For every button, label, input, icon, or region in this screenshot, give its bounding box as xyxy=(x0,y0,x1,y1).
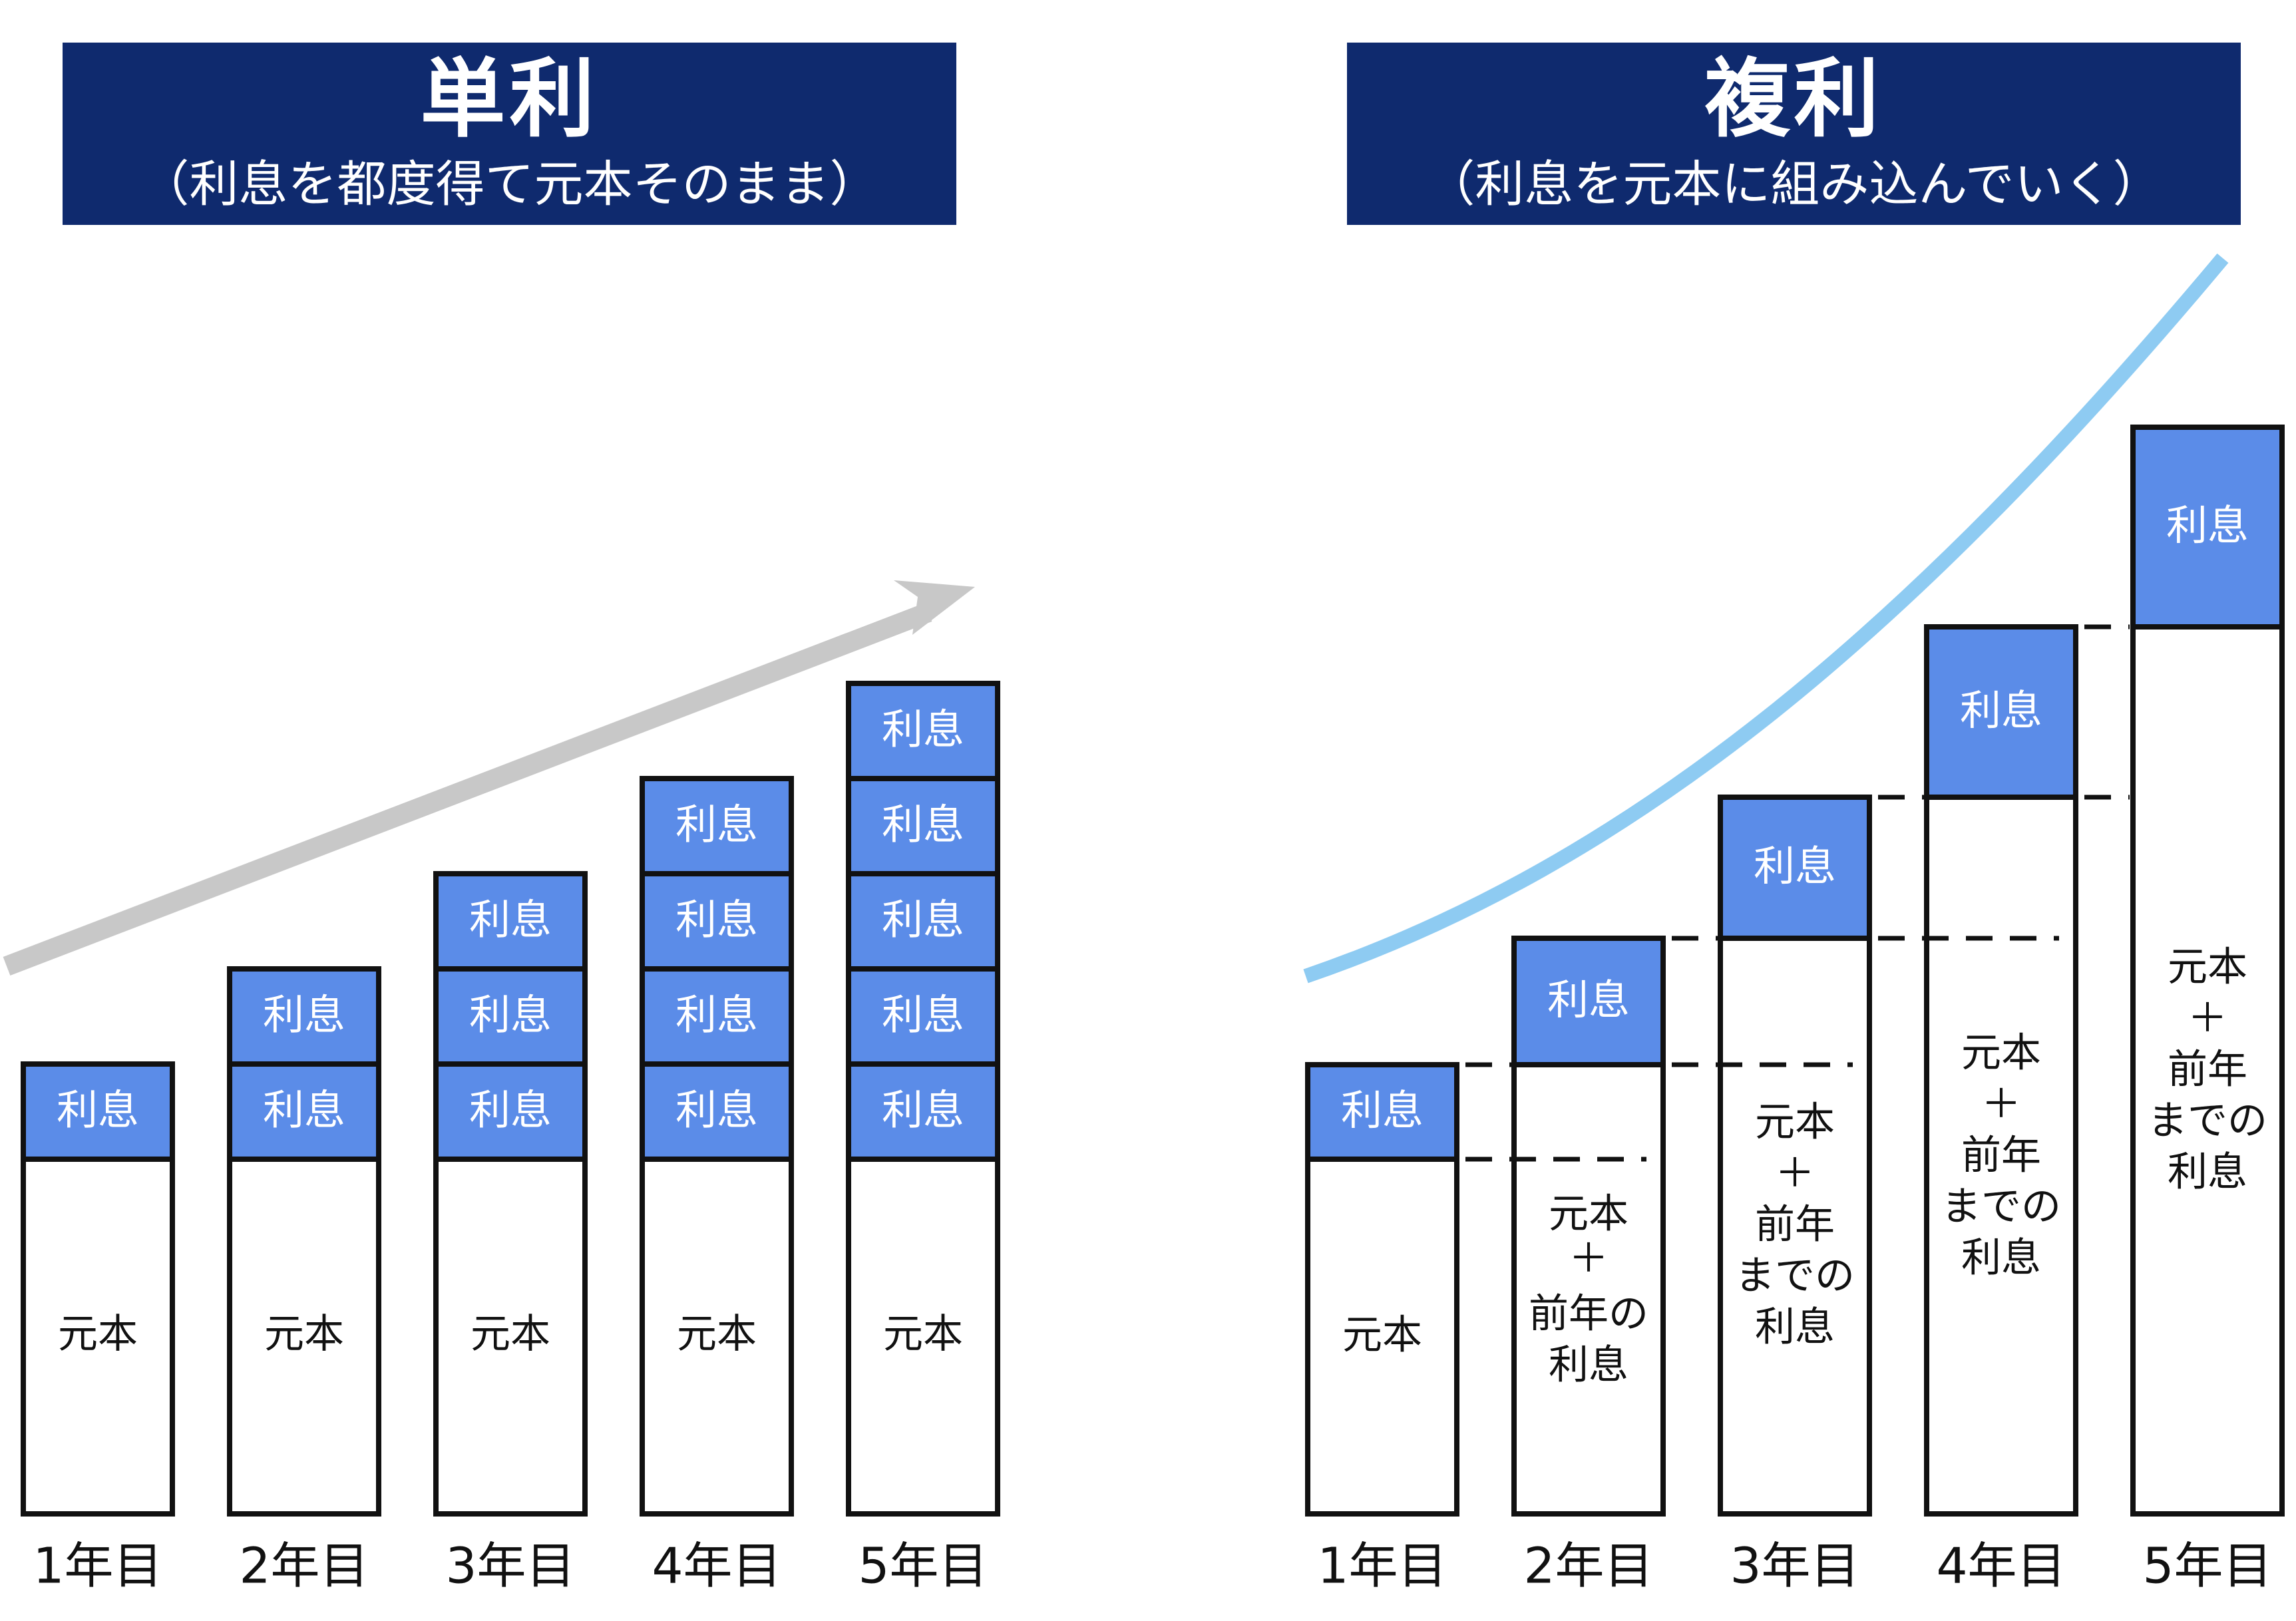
principal-label: 元本 xyxy=(1342,1312,1422,1359)
principal-label: 前年 xyxy=(1755,1202,1835,1248)
interest-label: 利息 xyxy=(469,1086,552,1135)
principal-label: 元本 xyxy=(2168,944,2247,991)
year-label: 3年目 xyxy=(445,1538,575,1595)
principal-label: 元本 xyxy=(471,1311,550,1357)
principal-label: 前年 xyxy=(1961,1133,2041,1179)
interest-label: 利息 xyxy=(882,991,964,1039)
principal-block xyxy=(1924,795,2078,1517)
growth-curve xyxy=(1303,253,2229,984)
principal-label: 元本 xyxy=(1961,1030,2041,1077)
year-label: 3年目 xyxy=(1730,1538,1859,1595)
principal-label: 元本 xyxy=(677,1311,757,1357)
interest-label: 利息 xyxy=(882,705,964,754)
year-label: 5年目 xyxy=(858,1538,988,1595)
principal-label: ＋ xyxy=(1981,1081,2021,1128)
interest-label: 利息 xyxy=(675,896,758,944)
interest-block xyxy=(640,776,794,876)
interest-label: 利息 xyxy=(1960,686,2042,735)
interest-label: 利息 xyxy=(882,896,964,944)
interest-label: 利息 xyxy=(263,991,345,1039)
principal-block xyxy=(846,1157,1000,1517)
compound-interest-subtitle: （利息を元本に組み込んでいく） xyxy=(1426,156,2162,213)
principal-label: 元本 xyxy=(1755,1099,1835,1146)
principal-label: までの xyxy=(1941,1184,2061,1230)
trend-arrow-head xyxy=(894,580,975,635)
principal-label: 利息 xyxy=(1755,1304,1835,1351)
principal-label: までの xyxy=(2148,1098,2267,1145)
compound-interest-banner: 複利 （利息を元本に組み込んでいく） xyxy=(1347,43,2241,225)
principal-label: 利息 xyxy=(1549,1342,1628,1389)
simple-interest-subtitle: （利息を都度得て元本そのまま） xyxy=(140,156,879,213)
principal-block xyxy=(1718,936,1872,1517)
interest-block xyxy=(433,871,588,972)
principal-label: 前年 xyxy=(2168,1047,2247,1093)
principal-label: 前年の xyxy=(1529,1291,1648,1338)
interest-label: 利息 xyxy=(1754,842,1836,890)
interest-label: 利息 xyxy=(469,896,552,944)
principal-label: までの xyxy=(1735,1253,1855,1300)
interest-block xyxy=(846,681,1000,781)
interest-label: 利息 xyxy=(675,991,758,1039)
interest-block xyxy=(1305,1062,1459,1162)
principal-label: 元本 xyxy=(58,1311,138,1357)
principal-label: 元本 xyxy=(883,1311,963,1357)
interest-label: 利息 xyxy=(882,1086,964,1135)
principal-label: 利息 xyxy=(1961,1235,2041,1282)
principal-block xyxy=(1305,1157,1459,1517)
interest-label: 利息 xyxy=(882,801,964,849)
principal-label: 利息 xyxy=(2168,1149,2247,1196)
simple-interest-banner: 単利 （利息を都度得て元本そのまま） xyxy=(63,43,956,225)
year-label: 5年目 xyxy=(2142,1538,2272,1595)
principal-label: ＋ xyxy=(1775,1151,1815,1197)
interest-block xyxy=(433,1061,588,1162)
principal-label: 元本 xyxy=(264,1311,344,1357)
principal-label: ＋ xyxy=(2188,995,2227,1042)
interest-block xyxy=(1924,624,2078,800)
year-label: 4年目 xyxy=(652,1538,781,1595)
interest-label: 利息 xyxy=(675,1086,758,1135)
trend-arrow-shaft xyxy=(3,602,932,976)
interest-label: 利息 xyxy=(263,1086,345,1135)
principal-block xyxy=(433,1157,588,1517)
interest-block xyxy=(1718,795,1872,941)
principal-label: ＋ xyxy=(1569,1236,1609,1282)
interest-label: 利息 xyxy=(57,1086,139,1135)
principal-label: 元本 xyxy=(1549,1191,1628,1238)
interest-label: 利息 xyxy=(675,801,758,849)
interest-label: 利息 xyxy=(2166,501,2249,550)
simple-interest-title: 単利 xyxy=(420,50,599,149)
interest-block xyxy=(2130,425,2285,630)
interest-block xyxy=(21,1061,175,1162)
principal-block xyxy=(640,1157,794,1517)
interest-block xyxy=(433,966,588,1067)
interest-block xyxy=(846,966,1000,1067)
year-label: 2年目 xyxy=(1523,1538,1653,1595)
interest-label: 利息 xyxy=(1341,1086,1424,1135)
interest-block xyxy=(227,966,381,1067)
compound-interest-title: 複利 xyxy=(1704,50,1883,149)
year-label: 1年目 xyxy=(1317,1538,1447,1595)
year-label: 4年目 xyxy=(1936,1538,2066,1595)
year-label: 2年目 xyxy=(239,1538,369,1595)
interest-block xyxy=(1511,936,1666,1067)
year-label: 1年目 xyxy=(33,1538,162,1595)
interest-block xyxy=(846,871,1000,972)
interest-label: 利息 xyxy=(1547,976,1630,1024)
interest-label: 利息 xyxy=(469,991,552,1039)
principal-block xyxy=(1511,1062,1666,1517)
